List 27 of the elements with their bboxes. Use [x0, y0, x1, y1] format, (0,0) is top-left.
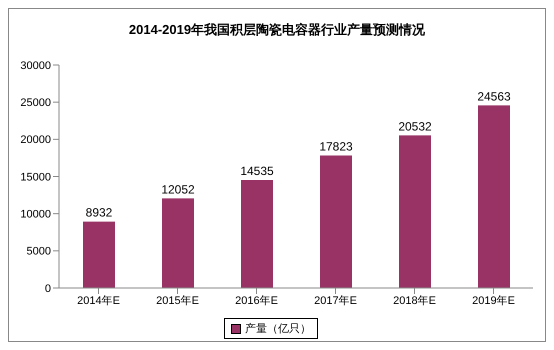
bar — [320, 156, 352, 288]
legend-label: 产量（亿只） — [244, 322, 311, 336]
bar — [83, 222, 115, 288]
bar — [399, 135, 431, 288]
data-label: 14535 — [240, 164, 274, 178]
y-tick-label: 0 — [44, 282, 51, 295]
x-tick-label: 2014年E — [77, 294, 120, 307]
bar — [241, 180, 273, 288]
y-tick-label: 5000 — [26, 246, 51, 258]
bar — [162, 198, 194, 288]
data-label: 20532 — [398, 119, 432, 134]
y-tick-label: 25000 — [20, 97, 51, 110]
y-tick-label: 10000 — [20, 208, 51, 221]
y-tick-label: 30000 — [20, 60, 51, 72]
x-tick-label: 2018年E — [393, 294, 436, 307]
chart-title: 2014-2019年我国积层陶瓷电容器行业产量预测情况 — [128, 21, 426, 39]
data-label: 24563 — [477, 89, 512, 104]
bar — [478, 105, 510, 288]
y-tick-label: 15000 — [20, 171, 51, 184]
x-tick-label: 2019年E — [472, 294, 515, 307]
data-label: 12052 — [161, 182, 196, 196]
x-tick-label: 2015年E — [156, 294, 199, 307]
data-label: 8932 — [86, 206, 113, 220]
x-tick-label: 2017年E — [314, 294, 357, 307]
x-tick-label: 2016年E — [235, 294, 278, 307]
data-label: 17823 — [319, 140, 354, 154]
y-tick-label: 20000 — [20, 134, 51, 146]
